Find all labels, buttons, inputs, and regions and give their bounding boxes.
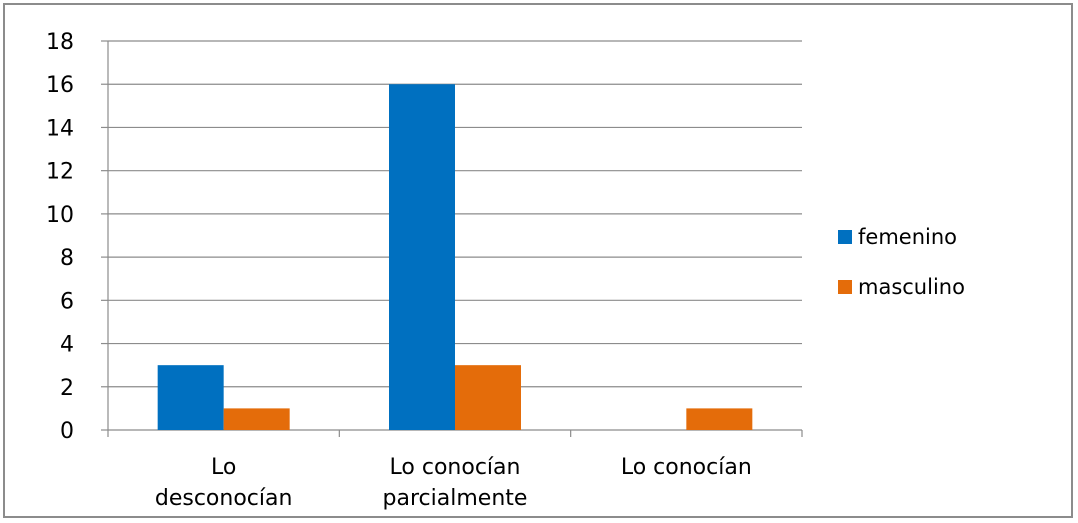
y-tick-label: 10 bbox=[46, 203, 74, 228]
legend-swatch-femenino bbox=[838, 230, 852, 244]
bar-masculino-1 bbox=[223, 408, 290, 430]
chart-frame bbox=[3, 3, 1073, 518]
bar-masculino-3 bbox=[686, 408, 753, 430]
bar-femenino-2 bbox=[389, 84, 455, 430]
x-category-label: desconocían bbox=[155, 486, 293, 511]
legend-label-masculino: masculino bbox=[858, 275, 965, 299]
y-tick-label: 8 bbox=[60, 246, 74, 271]
x-category-label: parcialmente bbox=[383, 486, 528, 511]
y-tick-label: 2 bbox=[60, 376, 74, 401]
legend-swatch-masculino bbox=[838, 280, 852, 294]
y-tick-label: 16 bbox=[46, 73, 74, 98]
y-tick-label: 6 bbox=[60, 289, 74, 314]
y-tick-label: 12 bbox=[46, 160, 74, 185]
x-category-label: Lo bbox=[211, 455, 236, 480]
y-tick-label: 4 bbox=[60, 333, 74, 358]
bar-femenino-1 bbox=[157, 365, 224, 430]
y-tick-label: 18 bbox=[46, 30, 74, 55]
x-category-label: Lo conocían bbox=[390, 455, 521, 480]
y-tick-label: 14 bbox=[46, 116, 74, 141]
x-category-label: Lo conocían bbox=[621, 455, 752, 480]
y-tick-label: 0 bbox=[60, 419, 74, 444]
legend-label-femenino: femenino bbox=[858, 225, 957, 249]
bar-masculino-2 bbox=[455, 365, 521, 430]
